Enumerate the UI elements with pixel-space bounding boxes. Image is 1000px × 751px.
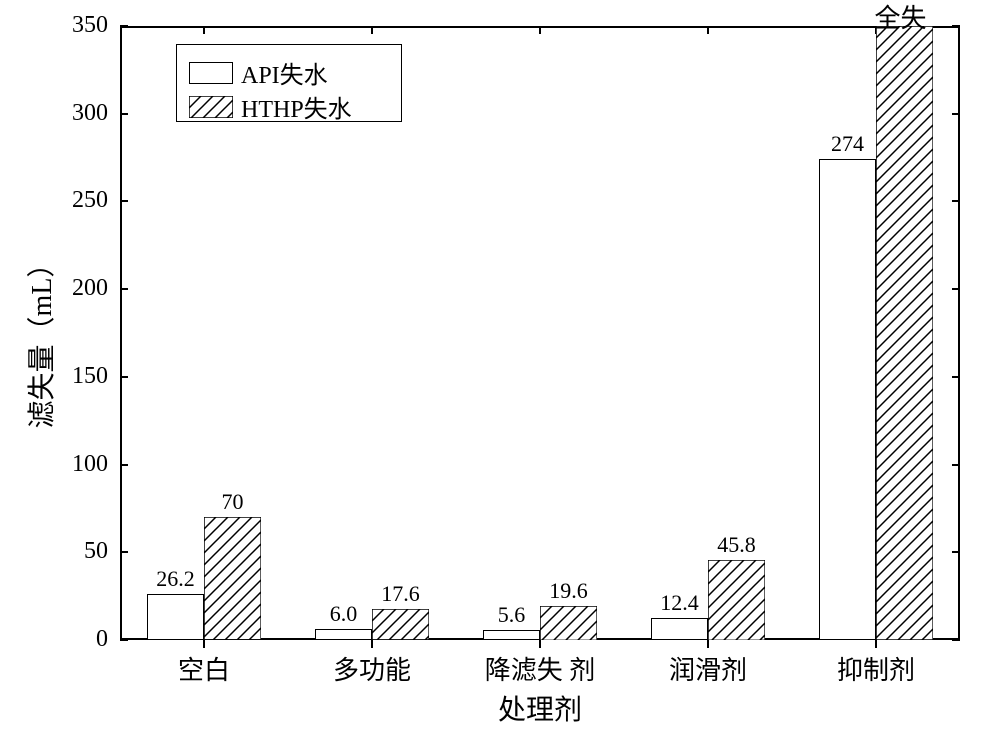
bar [315, 629, 372, 640]
y-tick-label: 200 [50, 275, 108, 302]
legend-label: API失水 [241, 55, 328, 90]
legend-label: HTHP失水 [241, 89, 352, 124]
bar [540, 606, 597, 640]
x-tick [203, 26, 205, 34]
y-tick [120, 200, 128, 202]
y-tick [120, 113, 128, 115]
x-tick-label: 抑制剂 [796, 650, 956, 687]
y-tick [952, 376, 960, 378]
bar [147, 594, 204, 640]
x-tick [539, 640, 541, 648]
y-tick [952, 113, 960, 115]
legend-swatch [189, 96, 233, 118]
x-tick [371, 640, 373, 648]
bar [483, 630, 540, 640]
x-tick-label: 降滤失 剂 [460, 650, 620, 687]
y-tick-label: 50 [50, 538, 108, 565]
bar [876, 26, 933, 640]
bar-value-label: 17.6 [361, 581, 441, 607]
y-tick [120, 25, 128, 27]
y-tick [952, 200, 960, 202]
legend-item: API失水 [189, 55, 328, 90]
x-tick [707, 26, 709, 34]
bar-value-label: 45.8 [697, 532, 777, 558]
y-tick [952, 464, 960, 466]
annotation-full-loss: 全失 [875, 0, 927, 35]
y-tick-label: 300 [50, 100, 108, 127]
y-tick [952, 288, 960, 290]
legend: API失水HTHP失水 [176, 44, 402, 122]
bar [651, 618, 708, 640]
bar [819, 159, 876, 640]
y-tick [120, 376, 128, 378]
x-tick [203, 640, 205, 648]
legend-item: HTHP失水 [189, 89, 352, 124]
y-axis-title: 滤失量（mL） [20, 239, 60, 439]
y-tick-label: 250 [50, 187, 108, 214]
y-tick-label: 0 [50, 626, 108, 653]
y-tick [120, 464, 128, 466]
x-tick-label: 空白 [124, 650, 284, 687]
bar [204, 517, 261, 640]
x-tick [371, 26, 373, 34]
y-tick [952, 639, 960, 641]
y-tick [120, 639, 128, 641]
x-tick [539, 26, 541, 34]
bar-value-label: 19.6 [529, 578, 609, 604]
x-axis-title: 处理剂 [480, 688, 600, 728]
bar-value-label: 70 [193, 489, 273, 515]
y-tick-label: 100 [50, 451, 108, 478]
bar [708, 560, 765, 640]
y-tick [952, 25, 960, 27]
x-tick-label: 润滑剂 [628, 650, 788, 687]
bar [372, 609, 429, 640]
y-tick-label: 350 [50, 12, 108, 39]
chart-container: 滤失量（mL） 处理剂 API失水HTHP失水 0 50 100 150 200 250 3… [0, 0, 1000, 751]
y-tick [120, 288, 128, 290]
x-tick [707, 640, 709, 648]
x-tick [875, 640, 877, 648]
y-tick-label: 150 [50, 363, 108, 390]
x-tick-label: 多功能 [292, 650, 452, 687]
legend-swatch [189, 62, 233, 84]
y-tick [120, 551, 128, 553]
y-tick [952, 551, 960, 553]
